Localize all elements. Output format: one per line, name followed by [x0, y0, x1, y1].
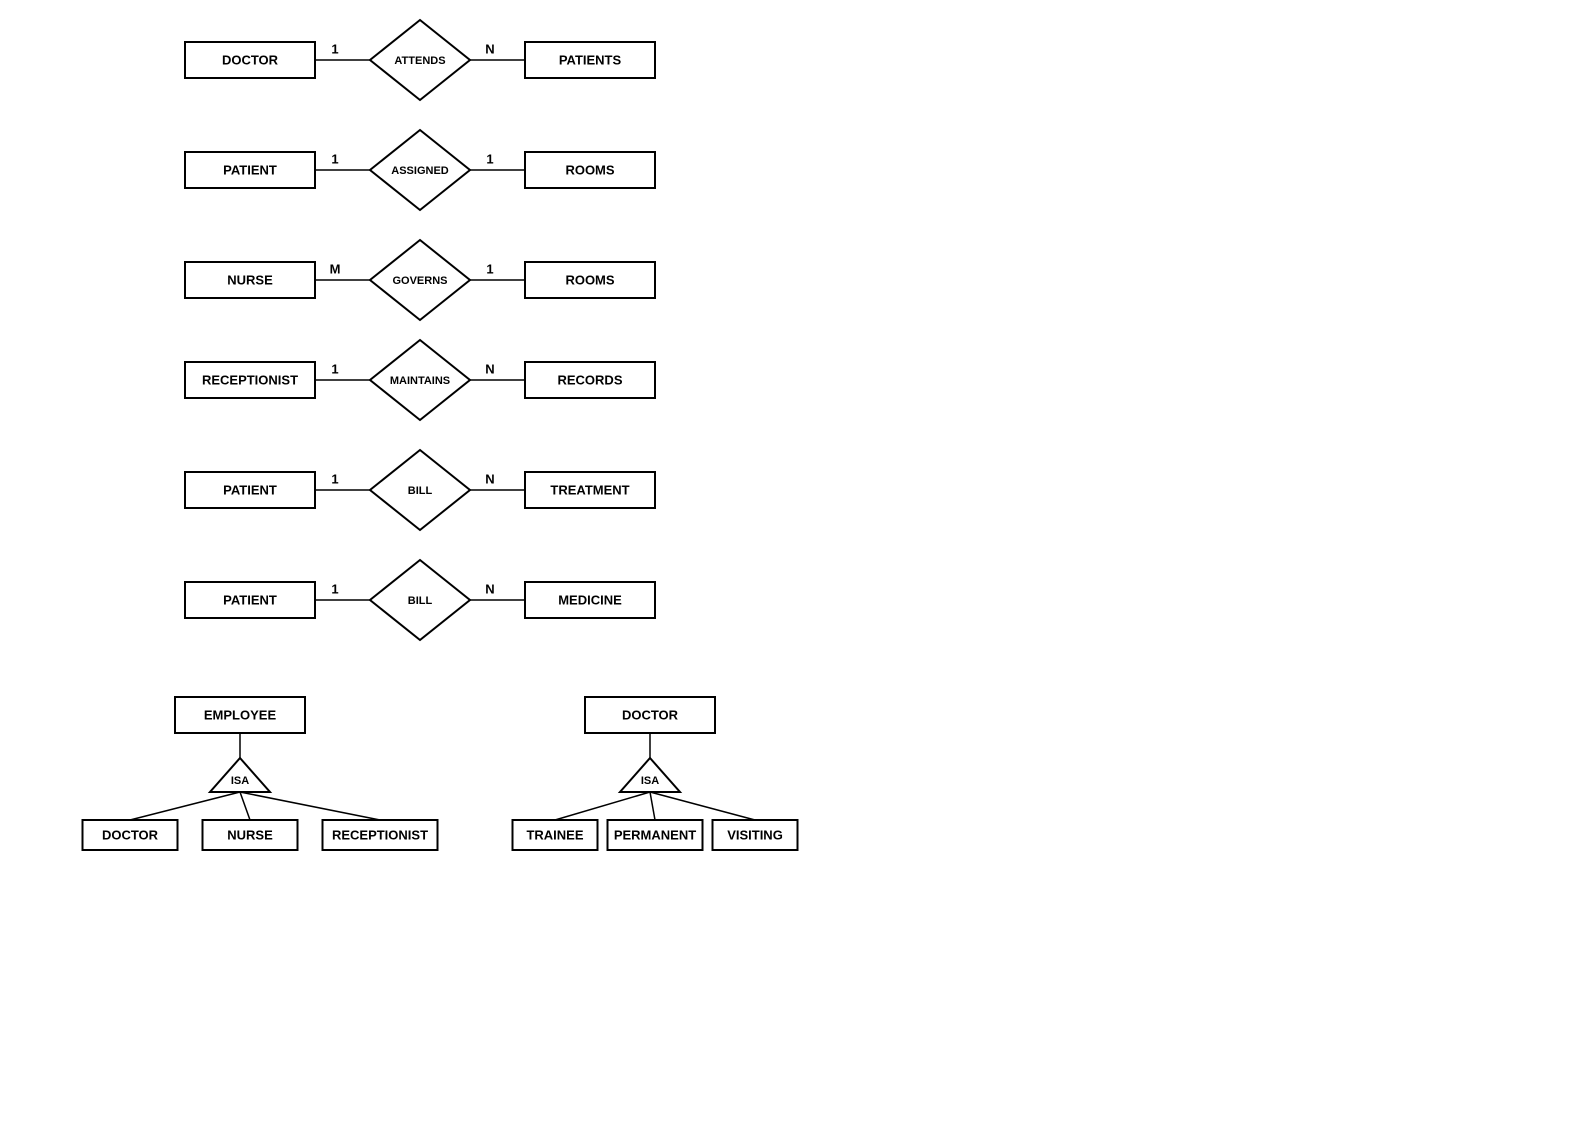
- cardinality-right-0: N: [485, 41, 494, 56]
- sub-entity-nurse-0-1-label: NURSE: [227, 827, 273, 842]
- relationship-bill-4-label: BILL: [408, 485, 433, 497]
- entity-receptionist-3-label: RECEPTIONIST: [202, 372, 298, 387]
- entity-records-3-label: RECORDS: [557, 372, 622, 387]
- cardinality-left-2: M: [330, 261, 341, 276]
- isa-sublink-0-1: [240, 792, 250, 820]
- isa-sublink-1-0: [555, 792, 650, 820]
- cardinality-right-4: N: [485, 471, 494, 486]
- sub-entity-visiting-1-2-label: VISITING: [727, 827, 783, 842]
- entity-patient-1-label: PATIENT: [223, 162, 277, 177]
- cardinality-left-1: 1: [331, 151, 338, 166]
- entity-rooms-1-label: ROOMS: [565, 162, 614, 177]
- relationship-assigned-1-label: ASSIGNED: [391, 165, 449, 177]
- entity-patient-4-label: PATIENT: [223, 482, 277, 497]
- entity-patient-5-label: PATIENT: [223, 592, 277, 607]
- isa-sublink-0-2: [240, 792, 380, 820]
- sub-entity-doctor-0-0-label: DOCTOR: [102, 827, 159, 842]
- relationship-attends-0-label: ATTENDS: [394, 55, 445, 67]
- er-diagram: DOCTOR ATTENDS PATIENTS 1 N PATIENT ASSIGNED RO…: [0, 0, 1594, 1140]
- cardinality-left-0: 1: [331, 41, 338, 56]
- entity-doctor-0-label: DOCTOR: [222, 52, 279, 67]
- isa-sublink-0-0: [130, 792, 240, 820]
- entity-rooms-2-label: ROOMS: [565, 272, 614, 287]
- cardinality-left-4: 1: [331, 471, 338, 486]
- relationship-maintains-3-label: MAINTAINS: [390, 375, 450, 387]
- cardinality-right-1: 1: [486, 151, 493, 166]
- cardinality-left-3: 1: [331, 361, 338, 376]
- super-entity-doctor-1-label: DOCTOR: [622, 707, 679, 722]
- entity-medicine-5-label: MEDICINE: [558, 592, 622, 607]
- isa-triangle-0-label: ISA: [231, 775, 249, 787]
- entity-patients-0-label: PATIENTS: [559, 52, 622, 67]
- isa-sublink-1-1: [650, 792, 655, 820]
- sub-entity-trainee-1-0-label: TRAINEE: [526, 827, 583, 842]
- cardinality-right-5: N: [485, 581, 494, 596]
- super-entity-employee-0-label: EMPLOYEE: [204, 707, 277, 722]
- entity-nurse-2-label: NURSE: [227, 272, 273, 287]
- sub-entity-receptionist-0-2-label: RECEPTIONIST: [332, 827, 428, 842]
- entity-treatment-4-label: TREATMENT: [550, 482, 629, 497]
- relationship-bill-5-label: BILL: [408, 595, 433, 607]
- isa-triangle-1-label: ISA: [641, 775, 659, 787]
- relationship-governs-2-label: GOVERNS: [392, 275, 447, 287]
- cardinality-left-5: 1: [331, 581, 338, 596]
- cardinality-right-3: N: [485, 361, 494, 376]
- sub-entity-permanent-1-1-label: PERMANENT: [614, 827, 696, 842]
- cardinality-right-2: 1: [486, 261, 493, 276]
- isa-sublink-1-2: [650, 792, 755, 820]
